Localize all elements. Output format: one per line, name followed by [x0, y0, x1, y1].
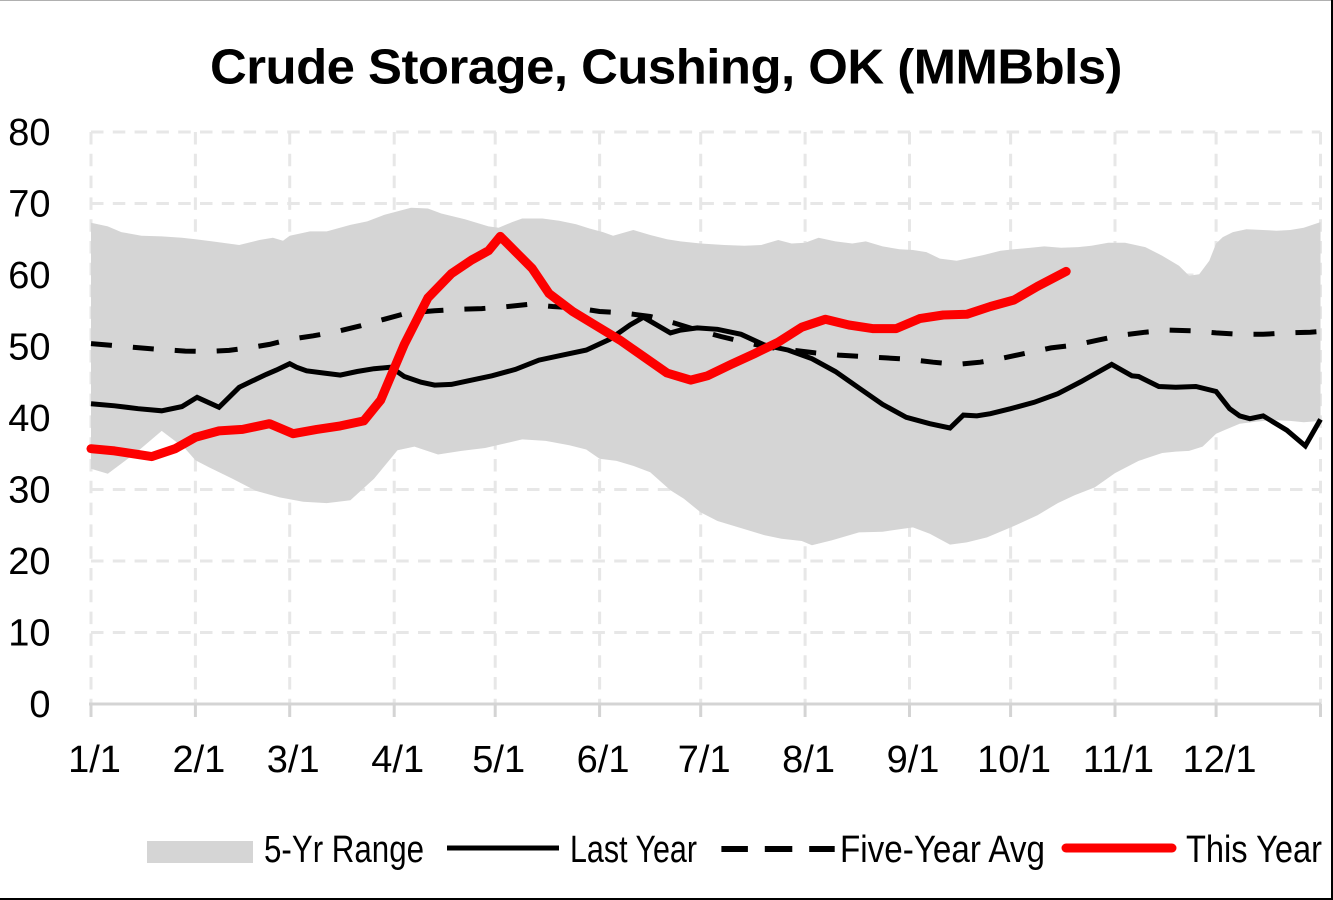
- svg-text:30: 30: [8, 470, 50, 512]
- svg-text:8/1: 8/1: [782, 739, 835, 781]
- svg-text:7/1: 7/1: [678, 739, 731, 781]
- svg-text:50: 50: [8, 327, 50, 369]
- svg-text:0: 0: [29, 684, 50, 726]
- svg-text:10/1: 10/1: [977, 739, 1051, 781]
- svg-text:70: 70: [8, 184, 50, 226]
- svg-text:12/1: 12/1: [1183, 739, 1257, 781]
- svg-text:Crude Storage, Cushing, OK (MM: Crude Storage, Cushing, OK (MMBbls): [210, 40, 1122, 95]
- svg-text:9/1: 9/1: [887, 739, 940, 781]
- svg-text:1/1: 1/1: [68, 739, 121, 781]
- svg-text:5/1: 5/1: [472, 739, 525, 781]
- svg-text:20: 20: [8, 541, 50, 583]
- svg-text:3/1: 3/1: [267, 739, 320, 781]
- svg-text:60: 60: [8, 255, 50, 297]
- svg-text:5-Yr Range: 5-Yr Range: [264, 829, 424, 871]
- svg-text:Five-Year Avg: Five-Year Avg: [840, 829, 1045, 871]
- svg-text:Last Year: Last Year: [570, 829, 697, 871]
- svg-text:40: 40: [8, 398, 50, 440]
- svg-text:80: 80: [8, 112, 50, 154]
- svg-text:10: 10: [8, 613, 50, 655]
- svg-text:2/1: 2/1: [172, 739, 225, 781]
- svg-text:4/1: 4/1: [371, 739, 424, 781]
- svg-text:6/1: 6/1: [577, 739, 630, 781]
- svg-text:11/1: 11/1: [1083, 739, 1154, 781]
- svg-text:This Year: This Year: [1186, 829, 1322, 871]
